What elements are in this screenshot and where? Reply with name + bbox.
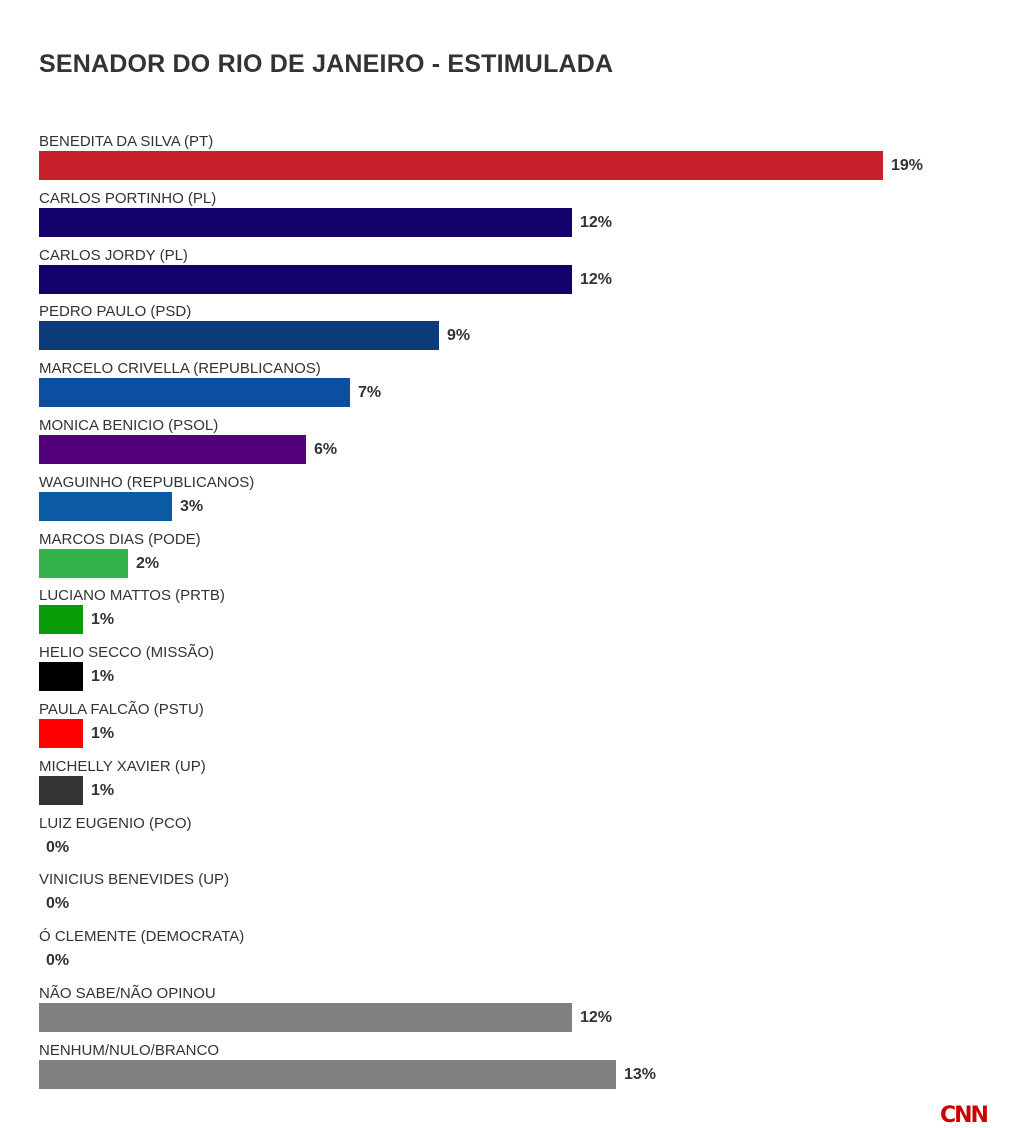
bar	[39, 264, 572, 294]
category-label: PEDRO PAULO (PSD)	[39, 303, 192, 321]
value-label: 12%	[580, 213, 613, 231]
value-label: 12%	[580, 1009, 613, 1026]
category-label: CARLOS PORTINHO (PL)	[39, 189, 217, 207]
bar	[39, 435, 306, 464]
value-label: 1%	[91, 668, 115, 686]
category-label: MARCELO CRIVELLA (REPUBLICANOS)	[39, 360, 321, 378]
bar	[39, 605, 83, 635]
value-label: 0%	[46, 952, 70, 970]
category-label: NÃO SABE/NÃO OPINOU	[39, 985, 216, 1002]
value-label: 3%	[180, 497, 204, 515]
cnn-logo: CNN	[940, 1103, 989, 1128]
category-label: PAULA FALCÃO (PSTU)	[39, 701, 204, 718]
bar	[39, 1059, 616, 1089]
bar	[39, 207, 572, 237]
category-label: MICHELLY XAVIER (UP)	[39, 757, 206, 775]
bar	[39, 491, 172, 521]
category-label: HELIO SECCO (MISSÃO)	[39, 644, 215, 662]
category-label: CARLOS JORDY (PL)	[39, 246, 188, 264]
value-label: 1%	[91, 781, 115, 799]
value-label: 12%	[580, 270, 613, 288]
bar	[39, 151, 883, 180]
category-label: VINICIUS BENEVIDES (UP)	[39, 871, 230, 889]
value-label: 0%	[46, 838, 70, 856]
value-label: 19%	[891, 157, 924, 174]
value-label: 9%	[447, 327, 471, 345]
value-label: 7%	[358, 384, 382, 402]
category-label: WAGUINHO (REPUBLICANOS)	[39, 473, 255, 491]
value-label: 0%	[46, 895, 70, 913]
value-label: 6%	[314, 441, 338, 458]
bar	[39, 1003, 572, 1032]
category-label: NENHUM/NULO/BRANCO	[39, 1041, 220, 1059]
bar	[39, 321, 439, 351]
category-label: Ó CLEMENTE (DEMOCRATA)	[39, 928, 245, 946]
bar	[39, 662, 83, 692]
bar	[39, 775, 83, 805]
value-label: 1%	[91, 725, 115, 742]
value-label: 13%	[624, 1065, 657, 1083]
category-label: LUCIANO MATTOS (PRTB)	[39, 587, 225, 605]
bar	[39, 719, 83, 748]
bar	[39, 378, 350, 408]
category-label: MONICA BENICIO (PSOL)	[39, 417, 219, 434]
category-label: LUIZ EUGENIO (PCO)	[39, 814, 192, 832]
chart-title: SENADOR DO RIO DE JANEIRO - ESTIMULADA	[39, 50, 614, 78]
value-label: 1%	[91, 611, 115, 629]
category-label: MARCOS DIAS (PODE)	[39, 530, 201, 548]
bar	[39, 548, 128, 578]
value-label: 2%	[136, 554, 160, 572]
category-label: BENEDITA DA SILVA (PT)	[39, 133, 214, 150]
